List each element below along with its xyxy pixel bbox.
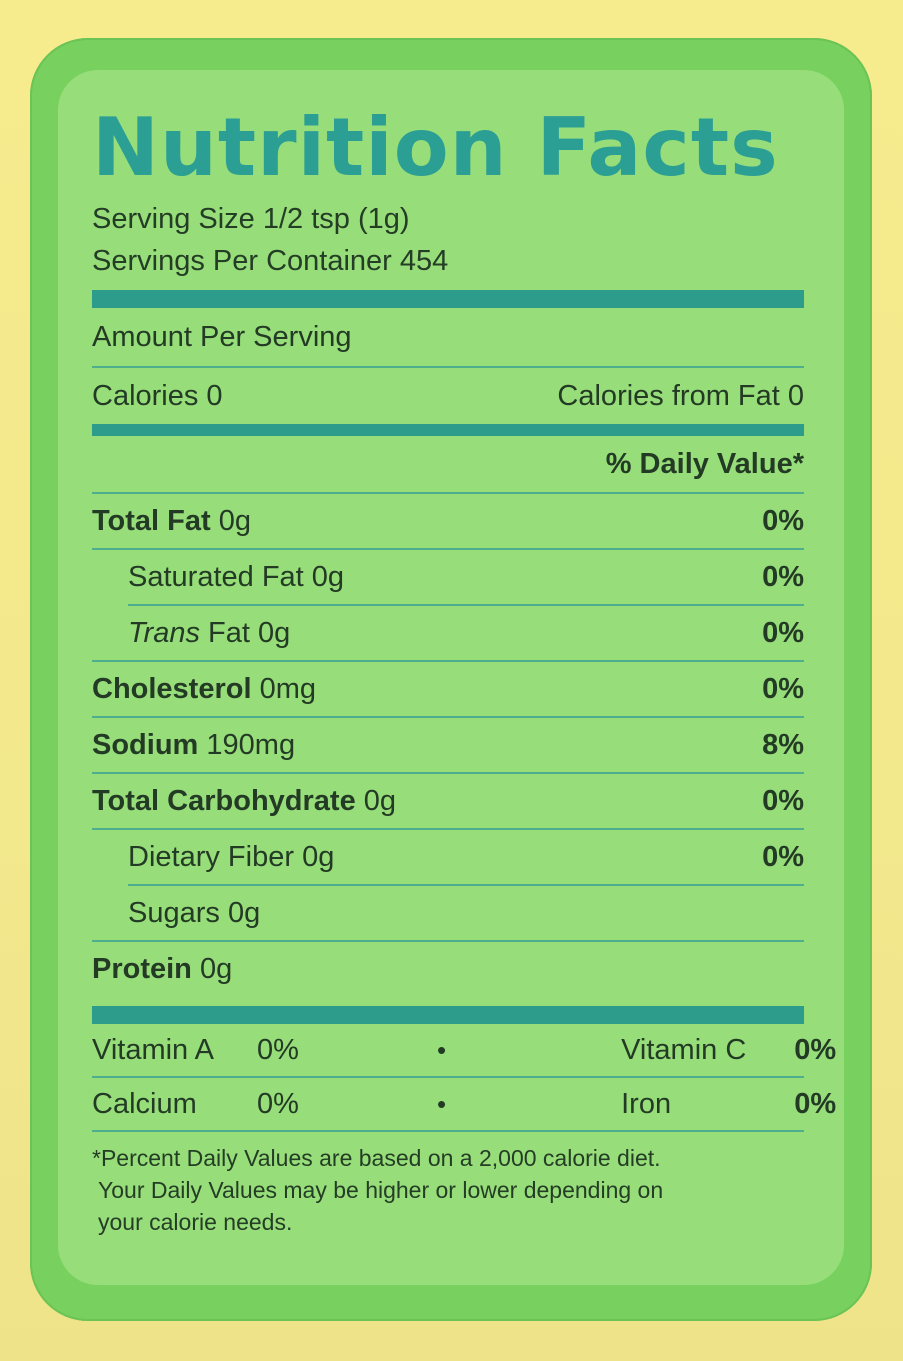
- nutrient-name: Total Carbohydrate: [92, 784, 356, 817]
- nutrient-row-sugars: Sugars 0g: [92, 886, 804, 940]
- nutrient-row-sodium: Sodium 190mg 8%: [92, 718, 804, 772]
- vitamin-pct: 0%: [794, 1087, 837, 1120]
- nutrient-dv: 0%: [762, 840, 804, 873]
- nutrient-name: Sodium: [92, 728, 199, 761]
- vitamin-pct: 0%: [794, 1033, 837, 1066]
- divider: [92, 1076, 804, 1078]
- nutrient-dv: 0%: [762, 616, 804, 649]
- divider: [92, 772, 804, 774]
- thick-rule: [92, 1006, 804, 1024]
- nutrient-row-cholesterol: Cholesterol 0mg 0%: [92, 662, 804, 716]
- daily-value-header-row: % Daily Value*: [92, 436, 804, 492]
- vitamin-name: Vitamin A: [92, 1033, 214, 1066]
- nutrient-amount: 0g: [363, 784, 397, 817]
- nutrient-row-saturated-fat: Saturated Fat 0g 0%: [92, 550, 804, 604]
- vitamin-pct: 0%: [257, 1087, 299, 1120]
- nutrient-dv: 0%: [762, 504, 804, 537]
- nutrient-name: Sugars: [128, 896, 220, 929]
- nutrient-dv: 0%: [762, 560, 804, 593]
- divider: [92, 828, 804, 830]
- footnote-line: Your Daily Values may be higher or lower…: [98, 1177, 664, 1203]
- vitamin-pct: 0%: [257, 1033, 299, 1066]
- nutrient-row-total-fat: Total Fat 0g 0%: [92, 494, 804, 548]
- nutrient-name: Cholesterol: [92, 672, 252, 705]
- vitamin-row-1: Vitamin A 0% • Vitamin C 0%: [92, 1024, 836, 1076]
- nutrient-amount: 190mg: [206, 728, 296, 761]
- calories-row: Calories 0 Calories from Fat 0: [92, 368, 804, 424]
- servings-per-container: Servings Per Container 454: [92, 245, 449, 277]
- footnote-line: your calorie needs.: [98, 1209, 293, 1235]
- daily-value-header: % Daily Value*: [605, 447, 804, 480]
- nutrient-name: Trans: [128, 616, 200, 649]
- nutrient-name: Protein: [92, 952, 192, 985]
- footnote-line: *Percent Daily Values are based on a 2,0…: [92, 1145, 661, 1171]
- footnote: *Percent Daily Values are based on a 2,0…: [92, 1142, 804, 1238]
- nutrient-amount: 0g: [218, 504, 252, 537]
- thick-rule: [92, 290, 804, 308]
- vitamin-name: Vitamin C: [621, 1033, 747, 1066]
- divider: [128, 604, 804, 606]
- divider: [92, 940, 804, 942]
- nutrient-row-protein: Protein 0g: [92, 942, 804, 996]
- nutrient-suffix: Fat: [208, 616, 250, 649]
- nutrient-amount: 0g: [311, 560, 345, 593]
- vitamin-name: Calcium: [92, 1087, 197, 1120]
- nutrient-amount: 0g: [302, 840, 335, 873]
- calories-from-fat: Calories from Fat 0: [557, 379, 804, 412]
- calories: Calories 0: [92, 379, 223, 412]
- nutrient-name: Total Fat: [92, 504, 211, 537]
- nutrient-dv: 0%: [762, 784, 804, 817]
- nutrient-amount: 0mg: [259, 672, 317, 705]
- divider: [92, 716, 804, 718]
- label-title: Nutrition Facts: [92, 101, 779, 194]
- divider: [92, 660, 804, 662]
- amount-per-serving-row: Amount Per Serving: [92, 308, 804, 366]
- nutrient-row-dietary-fiber: Dietary Fiber 0g 0%: [92, 830, 804, 884]
- serving-size: Serving Size 1/2 tsp (1g): [92, 203, 410, 235]
- nutrient-amount: 0g: [258, 616, 291, 649]
- divider: [92, 548, 804, 550]
- medium-rule: [92, 424, 804, 436]
- nutrient-amount: 0g: [199, 952, 233, 985]
- divider: [128, 884, 804, 886]
- bullet-icon: •: [437, 1034, 447, 1065]
- divider: [92, 492, 804, 494]
- nutrient-dv: 8%: [762, 728, 804, 761]
- nutrient-name: Saturated Fat: [128, 560, 304, 593]
- nutrient-row-trans-fat: Trans Fat 0g 0%: [92, 606, 804, 660]
- nutrient-dv: 0%: [762, 672, 804, 705]
- bullet-icon: •: [437, 1088, 447, 1119]
- divider: [92, 366, 804, 368]
- nutrient-amount: 0g: [227, 896, 261, 929]
- label-inner-panel: [58, 70, 844, 1285]
- vitamin-name: Iron: [621, 1087, 672, 1120]
- vitamin-row-2: Calcium 0% • Iron 0%: [92, 1078, 836, 1130]
- nutrient-name: Dietary Fiber: [128, 840, 294, 873]
- amount-per-serving: Amount Per Serving: [92, 320, 352, 353]
- nutrition-label: Nutrition Facts Serving Size 1/2 tsp (1g…: [92, 100, 836, 1238]
- nutrient-row-total-carbohydrate: Total Carbohydrate 0g 0%: [92, 774, 804, 828]
- divider: [92, 1130, 804, 1132]
